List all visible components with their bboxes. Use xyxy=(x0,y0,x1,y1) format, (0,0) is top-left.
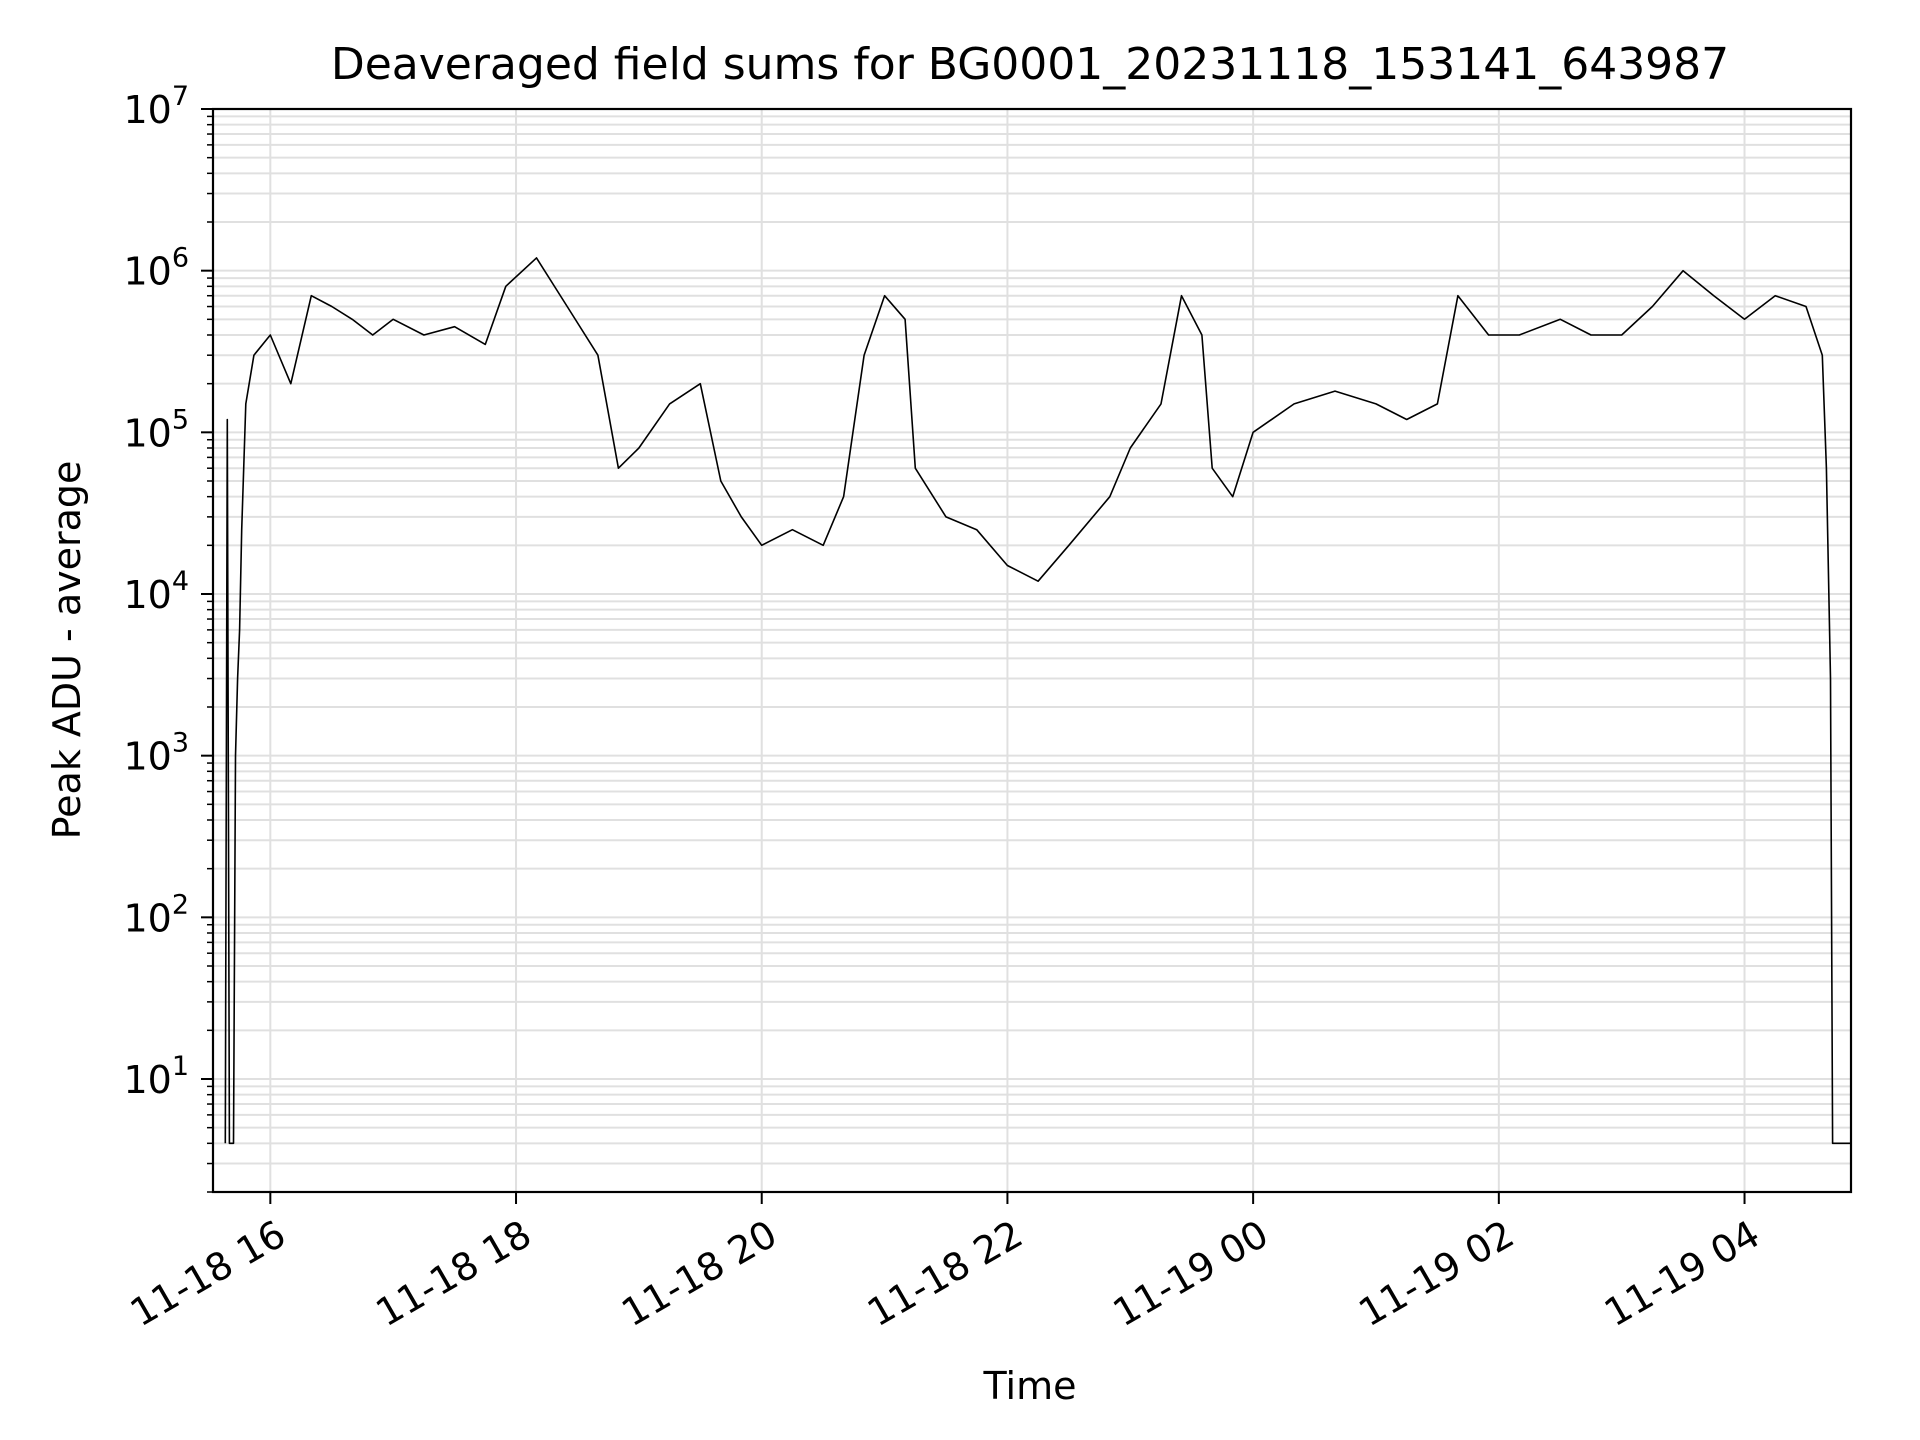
y-axis-label: Peak ADU - average xyxy=(45,461,89,840)
y-axis-ticks: 101 102 103 104 105 106 107 xyxy=(123,81,213,1193)
y-tick-label: 103 xyxy=(123,728,189,779)
y-tick-label: 101 xyxy=(123,1051,189,1102)
grid-lines xyxy=(213,108,1851,1193)
y-tick-label: 107 xyxy=(123,81,189,132)
x-axis-label: Time xyxy=(983,1364,1077,1408)
y-tick-label: 106 xyxy=(123,243,189,294)
series-line xyxy=(224,257,1851,1145)
plot-frame xyxy=(211,107,1853,1194)
chart-title: Deaveraged field sums for BG0001_2023111… xyxy=(331,39,1729,90)
y-tick-label: 105 xyxy=(123,404,189,455)
y-tick-label: 102 xyxy=(123,889,189,940)
y-tick-label: 104 xyxy=(123,566,189,617)
data-series xyxy=(224,257,1851,1145)
